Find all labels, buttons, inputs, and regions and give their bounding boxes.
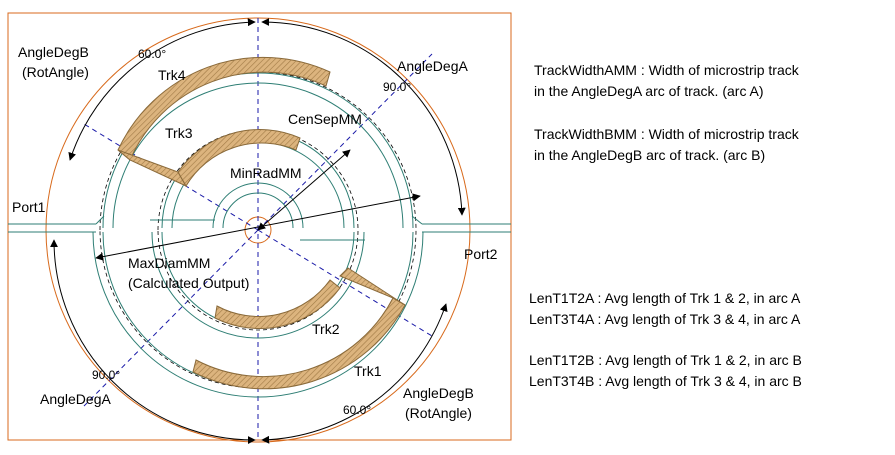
label-deg60-top: 60.0°	[138, 47, 166, 61]
label-rot-angle-bottom: (RotAngle)	[405, 405, 472, 421]
label-angle-b-bottom: AngleDegB	[403, 385, 474, 401]
label-deg90-bottom: 90.0°	[92, 368, 120, 382]
label-trk1: Trk1	[354, 363, 382, 379]
coupler-diagram: AngleDegB (RotAngle) 60.0° AngleDegA 90.…	[7, 12, 512, 445]
angle-a-bottom-arc	[50, 239, 256, 445]
label-port2: Port2	[464, 246, 498, 262]
description-len-a: LenT1T2A : Avg length of Trk 1 & 2, in a…	[529, 288, 800, 330]
label-minrad: MinRadMM	[230, 165, 302, 181]
outer-strip-upper	[102, 72, 414, 229]
label-calc-output: (Calculated Output)	[128, 275, 249, 291]
label-angle-b-top: AngleDegB	[18, 44, 89, 60]
label-rot-angle-top: (RotAngle)	[22, 64, 89, 80]
description-len-b: LenT1T2B : Avg length of Trk 1 & 2, in a…	[529, 350, 802, 392]
description-track-width-a: TrackWidthAMM : Width of microstrip trac…	[534, 60, 799, 102]
description-line: TrackWidthBMM : Width of microstrip trac…	[534, 126, 799, 142]
label-censep: CenSepMM	[288, 111, 362, 127]
description-line: LenT3T4A : Avg length of Trk 3 & 4, in a…	[529, 311, 801, 327]
description-line: LenT3T4B : Avg length of Trk 3 & 4, in a…	[529, 373, 802, 389]
label-maxdiam: MaxDiamMM	[128, 255, 210, 271]
maxdiam-arrow	[95, 193, 421, 261]
angle-a-top-arc	[261, 18, 466, 216]
diagonal-axis-d	[257, 229, 433, 337]
description-line: TrackWidthAMM : Width of microstrip trac…	[534, 62, 799, 78]
angle-b-top-arc	[68, 18, 256, 161]
description-track-width-b: TrackWidthBMM : Width of microstrip trac…	[534, 124, 799, 166]
label-trk2: Trk2	[312, 321, 340, 337]
frame-border	[7, 12, 512, 441]
track-trk4-link	[117, 149, 188, 188]
label-angle-a-bottom: AngleDegA	[40, 391, 111, 407]
link-right	[411, 215, 423, 225]
label-port1: Port1	[12, 199, 46, 215]
description-line: LenT1T2A : Avg length of Trk 1 & 2, in a…	[529, 290, 801, 306]
label-deg60-bottom: 60.0°	[343, 403, 371, 417]
description-line: LenT1T2B : Avg length of Trk 1 & 2, in a…	[529, 352, 802, 368]
track-trk1-link	[339, 267, 406, 306]
label-angle-a-top: AngleDegA	[397, 58, 468, 74]
label-trk4: Trk4	[158, 67, 186, 83]
description-line: in the AngleDegA arc of track. (arc A)	[534, 83, 764, 99]
label-deg90-top: 90.0°	[383, 80, 411, 94]
label-trk3: Trk3	[165, 125, 193, 141]
description-line: in the AngleDegB arc of track. (arc B)	[534, 147, 766, 163]
angle-b-bottom-arc	[261, 303, 448, 444]
